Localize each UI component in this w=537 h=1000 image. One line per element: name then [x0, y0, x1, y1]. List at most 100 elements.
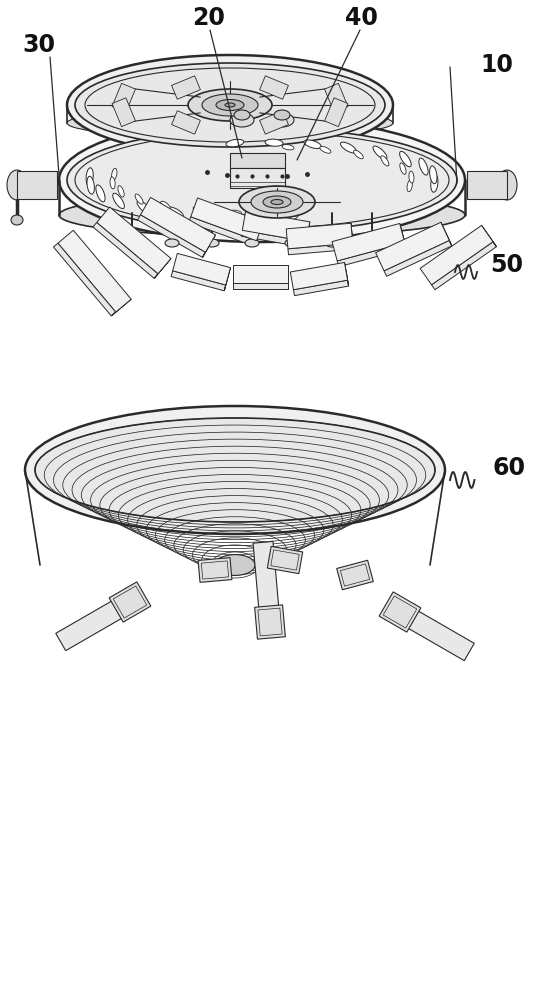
Ellipse shape: [96, 185, 105, 202]
Ellipse shape: [113, 193, 125, 209]
Ellipse shape: [188, 89, 272, 121]
Polygon shape: [291, 262, 347, 290]
Polygon shape: [202, 235, 215, 257]
Polygon shape: [224, 268, 230, 291]
Ellipse shape: [75, 63, 385, 147]
Polygon shape: [324, 83, 348, 112]
Text: 30: 30: [22, 33, 55, 57]
Polygon shape: [351, 223, 353, 249]
Ellipse shape: [193, 207, 204, 214]
Ellipse shape: [340, 142, 357, 153]
Polygon shape: [171, 271, 226, 291]
Polygon shape: [53, 243, 116, 316]
Polygon shape: [267, 546, 303, 574]
Text: 60: 60: [493, 456, 526, 480]
Ellipse shape: [409, 171, 414, 183]
Ellipse shape: [245, 239, 259, 247]
Ellipse shape: [365, 239, 379, 247]
Ellipse shape: [135, 194, 143, 204]
Text: 50: 50: [490, 253, 523, 277]
Ellipse shape: [353, 150, 364, 159]
Polygon shape: [198, 558, 232, 582]
Polygon shape: [58, 230, 131, 312]
Polygon shape: [482, 225, 496, 247]
Polygon shape: [233, 265, 287, 283]
Polygon shape: [467, 171, 507, 199]
Polygon shape: [229, 153, 285, 168]
Ellipse shape: [270, 113, 294, 127]
Ellipse shape: [407, 180, 412, 192]
Ellipse shape: [112, 168, 117, 180]
Polygon shape: [56, 593, 135, 651]
Polygon shape: [154, 258, 171, 278]
Polygon shape: [432, 242, 496, 290]
Ellipse shape: [285, 239, 299, 247]
Ellipse shape: [59, 118, 465, 242]
Polygon shape: [288, 243, 353, 255]
Ellipse shape: [230, 210, 242, 215]
Ellipse shape: [430, 166, 437, 184]
Polygon shape: [97, 207, 171, 274]
Polygon shape: [255, 222, 263, 246]
Ellipse shape: [226, 139, 244, 147]
Ellipse shape: [225, 103, 235, 107]
Ellipse shape: [431, 174, 438, 192]
Polygon shape: [332, 223, 405, 261]
Polygon shape: [112, 98, 135, 127]
Ellipse shape: [35, 418, 435, 522]
Polygon shape: [259, 111, 288, 134]
Polygon shape: [111, 299, 131, 316]
Ellipse shape: [118, 186, 124, 197]
Polygon shape: [337, 560, 373, 590]
Ellipse shape: [137, 201, 151, 214]
Ellipse shape: [216, 100, 244, 110]
Polygon shape: [242, 211, 310, 242]
Polygon shape: [233, 283, 287, 289]
Polygon shape: [286, 223, 353, 249]
Ellipse shape: [320, 146, 331, 153]
Ellipse shape: [25, 406, 445, 534]
Ellipse shape: [373, 146, 387, 159]
Ellipse shape: [282, 145, 294, 150]
Polygon shape: [241, 230, 306, 247]
Polygon shape: [400, 223, 407, 249]
Polygon shape: [305, 222, 310, 247]
Polygon shape: [255, 605, 285, 639]
Ellipse shape: [86, 168, 93, 186]
Polygon shape: [93, 222, 158, 278]
Ellipse shape: [400, 151, 411, 167]
Polygon shape: [109, 582, 151, 622]
Ellipse shape: [497, 170, 517, 200]
Polygon shape: [337, 243, 407, 267]
Ellipse shape: [400, 163, 406, 174]
Ellipse shape: [168, 207, 184, 218]
Polygon shape: [324, 98, 348, 127]
Ellipse shape: [304, 140, 321, 148]
Polygon shape: [441, 222, 452, 246]
Ellipse shape: [67, 108, 393, 138]
Text: 20: 20: [192, 6, 225, 30]
Ellipse shape: [87, 176, 95, 194]
Polygon shape: [137, 215, 206, 257]
Polygon shape: [344, 262, 349, 286]
Polygon shape: [172, 111, 200, 134]
Ellipse shape: [230, 113, 254, 127]
Polygon shape: [259, 76, 288, 99]
Ellipse shape: [202, 94, 258, 116]
Polygon shape: [17, 171, 57, 199]
Ellipse shape: [67, 128, 457, 232]
Polygon shape: [141, 197, 215, 252]
Polygon shape: [395, 603, 474, 661]
Ellipse shape: [125, 239, 139, 247]
Ellipse shape: [280, 213, 298, 221]
Polygon shape: [188, 217, 257, 246]
Ellipse shape: [381, 156, 389, 166]
Polygon shape: [173, 253, 230, 285]
Ellipse shape: [203, 212, 220, 220]
Polygon shape: [172, 76, 200, 99]
Ellipse shape: [7, 170, 27, 200]
Polygon shape: [293, 280, 349, 296]
Ellipse shape: [11, 215, 23, 225]
Ellipse shape: [265, 139, 283, 146]
Polygon shape: [384, 240, 452, 276]
